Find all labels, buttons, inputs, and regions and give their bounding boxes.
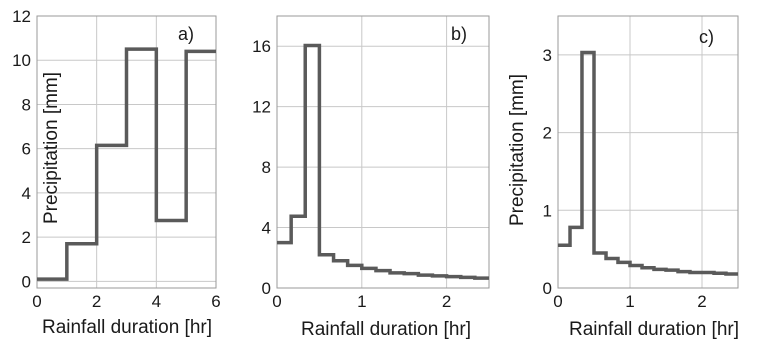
chart-panel-a: 0 2 4 6 0 2 4 6 8 10 12 a) Precipitation [mm] Rain… (12, 7, 221, 338)
panel-label-b: b) (451, 24, 467, 44)
y-axis-title-c: Precipitation [mm] (507, 74, 528, 226)
y-tick-label: 16 (252, 37, 271, 56)
y-tick-label: 8 (262, 158, 271, 177)
y-tick-label: 0 (262, 279, 271, 298)
y-tick-label: 3 (543, 46, 552, 65)
y-tick-label: 10 (12, 51, 31, 70)
plot-area-c: 0 1 2 0 1 2 3 (543, 15, 739, 311)
x-tick-label: 2 (92, 292, 101, 311)
y-axis-title-a: Precipitation [mm] (41, 72, 62, 224)
x-tick-label: 1 (357, 292, 366, 311)
y-tick-label: 0 (22, 272, 31, 291)
x-tick-label: 0 (272, 292, 281, 311)
plot-frame (36, 15, 217, 289)
x-tick-label: 0 (32, 292, 41, 311)
precipitation-step-line-b (277, 43, 489, 280)
panel-label-c: c) (699, 27, 714, 47)
y-tick-label: 2 (22, 228, 31, 247)
x-tick-label: 0 (553, 292, 562, 311)
y-tick-label: 12 (12, 7, 31, 26)
chart-panel-c: 0 1 2 0 1 2 3 c) Precipitation [mm] Rainfall d… (507, 15, 739, 340)
precipitation-step-line-c (558, 50, 738, 276)
y-tick-label: 1 (543, 201, 552, 220)
x-tick-label: 4 (152, 292, 161, 311)
panel-label-a: a) (178, 24, 194, 44)
y-tick-label: 4 (22, 184, 31, 203)
precipitation-step-line-a (37, 47, 216, 281)
x-tick-label: 2 (697, 292, 706, 311)
y-tick-label: 0 (543, 279, 552, 298)
plot-area-a: 0 2 4 6 0 2 4 6 8 10 12 (12, 7, 221, 311)
y-tick-label: 12 (252, 98, 271, 117)
x-axis-title-b: Rainfall duration [hr] (301, 319, 471, 340)
plot-frame (276, 15, 490, 289)
x-tick-label: 1 (625, 292, 634, 311)
y-tick-label: 8 (22, 95, 31, 114)
x-axis-title-c: Rainfall duration [hr] (569, 319, 739, 340)
y-tick-label: 2 (543, 124, 552, 143)
plot-frame (557, 15, 739, 289)
x-tick-label: 2 (442, 292, 451, 311)
x-tick-label: 6 (211, 292, 220, 311)
y-tick-label: 6 (22, 140, 31, 159)
x-axis-title-a: Rainfall duration [hr] (42, 317, 212, 338)
y-tick-label: 4 (262, 219, 271, 238)
